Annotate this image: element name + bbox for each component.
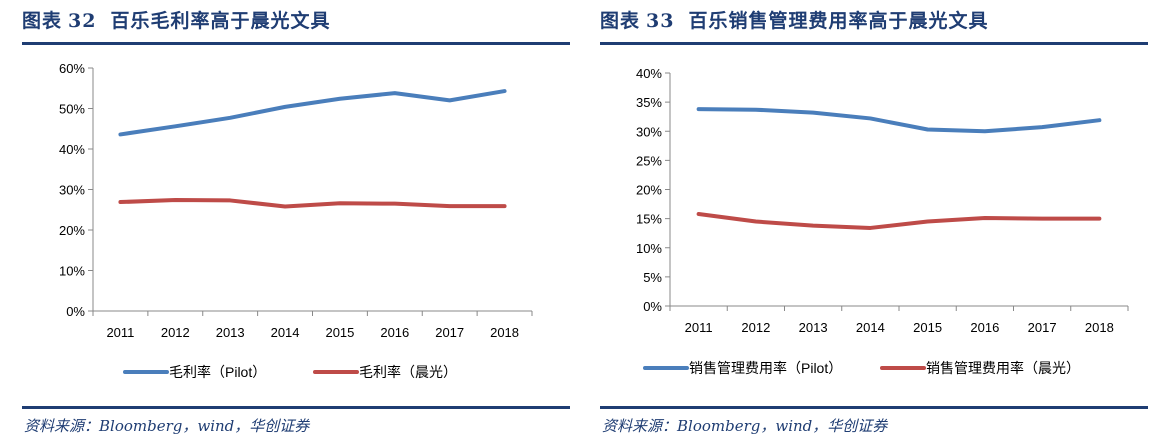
legend-item-2: 销售管理费用率（晨光） — [880, 360, 1080, 376]
x-tick-label: 2012 — [741, 320, 770, 335]
x-tick-label: 2011 — [106, 325, 134, 340]
x-tick-label: 2016 — [380, 325, 409, 340]
legend-label: 销售管理费用率（晨光） — [926, 360, 1080, 376]
title-rule — [22, 42, 570, 45]
y-tick-label: 15% — [636, 212, 662, 227]
x-tick-label: 2015 — [913, 320, 942, 335]
y-tick-label: 40% — [59, 142, 85, 157]
x-tick-label: 2018 — [490, 325, 519, 340]
y-tick-label: 0% — [66, 304, 85, 319]
y-tick-label: 35% — [636, 95, 662, 110]
series-line-2 — [696, 211, 1102, 230]
series-line-2 — [118, 198, 507, 209]
figure-33-panel: 图表 33 百乐销售管理费用率高于晨光文具 0% 5% 10% 15% 20% 25% 30% 3… — [600, 0, 1150, 448]
sga-ratio-chart: 0% 5% 10% 15% 20% 25% 30% 35% 40% 2011 2012 2013 201… — [636, 66, 1129, 376]
x-tick-label: 2017 — [1028, 320, 1057, 335]
legend-item-1: 毛利率（Pilot） — [123, 364, 266, 380]
source-rule — [22, 406, 570, 409]
y-tick-label: 30% — [59, 183, 85, 198]
y-tick-label: 40% — [636, 66, 662, 81]
x-tick-label: 2014 — [271, 325, 300, 340]
gross-margin-chart: 0% 10% 20% 30% 40% 50% 60% 2011 2012 2013 2014 2015… — [59, 61, 533, 380]
y-tick-label: 5% — [643, 270, 662, 285]
x-tick-label: 2014 — [856, 320, 885, 335]
figure-title-text: 百乐毛利率高于晨光文具 — [110, 10, 331, 32]
source-note: 资料来源：Bloomberg，wind，华创证券 — [24, 417, 310, 435]
y-tick-label: 50% — [59, 102, 85, 117]
series-line-1 — [696, 107, 1102, 134]
y-tick-label: 0% — [643, 299, 662, 314]
x-tick-label: 2013 — [216, 325, 245, 340]
figure-title: 图表 32 百乐毛利率高于晨光文具 — [22, 6, 330, 33]
source-note: 资料来源：Bloomberg，wind，华创证券 — [602, 417, 888, 435]
figure-number: 33 — [646, 10, 675, 32]
x-tick-label: 2015 — [325, 325, 354, 340]
figure-label: 图表 — [600, 10, 641, 32]
title-rule — [600, 42, 1148, 45]
y-tick-label: 10% — [636, 241, 662, 256]
x-tick-label: 2016 — [970, 320, 999, 335]
legend-label: 销售管理费用率（Pilot） — [689, 360, 842, 376]
x-tick-label: 2018 — [1085, 320, 1114, 335]
y-tick-label: 30% — [636, 124, 662, 139]
legend-label: 毛利率（晨光） — [359, 364, 457, 380]
y-tick-label: 25% — [636, 153, 662, 168]
figure-title: 图表 33 百乐销售管理费用率高于晨光文具 — [600, 6, 988, 33]
series-line-1 — [118, 89, 507, 137]
figure-32-panel: 图表 32 百乐毛利率高于晨光文具 0% 10% 20% 30% 40% 50% 60% 2011… — [22, 0, 572, 448]
figure-label: 图表 — [22, 10, 63, 32]
x-tick-label: 2011 — [685, 320, 713, 335]
y-tick-label: 10% — [59, 264, 85, 279]
figure-title-text: 百乐销售管理费用率高于晨光文具 — [688, 10, 989, 32]
source-rule — [600, 406, 1148, 409]
legend-label: 毛利率（Pilot） — [169, 364, 266, 380]
legend-item-1: 销售管理费用率（Pilot） — [643, 360, 842, 376]
figure-number: 32 — [68, 10, 97, 32]
x-tick-label: 2013 — [799, 320, 828, 335]
x-tick-label: 2017 — [435, 325, 464, 340]
x-tick-label: 2012 — [161, 325, 190, 340]
y-tick-label: 20% — [59, 223, 85, 238]
y-tick-label: 20% — [636, 183, 662, 198]
legend-item-2: 毛利率（晨光） — [313, 364, 457, 380]
y-tick-label: 60% — [59, 61, 85, 76]
